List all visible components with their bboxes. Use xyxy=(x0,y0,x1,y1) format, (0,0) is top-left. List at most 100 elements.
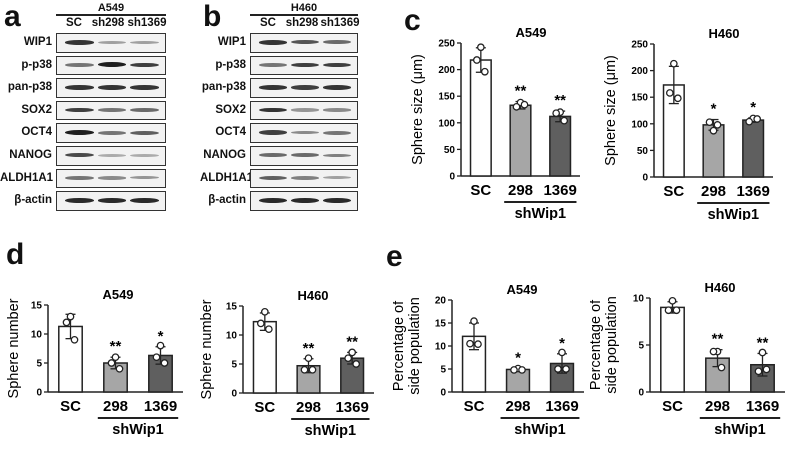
blot-band xyxy=(291,62,319,68)
data-point xyxy=(256,319,265,328)
panel-letter-d: d xyxy=(6,238,25,271)
chart-title: A549 xyxy=(102,287,133,302)
chart-title: A549 xyxy=(515,25,546,40)
blot-band xyxy=(130,198,159,203)
blot-band xyxy=(259,107,287,113)
panel-letter-c: c xyxy=(404,4,421,37)
x-tick-label: 1369 xyxy=(746,398,779,415)
data-point xyxy=(758,348,767,357)
blot-row-label: SOX2 xyxy=(21,103,52,116)
blot-band xyxy=(65,130,94,136)
data-point xyxy=(745,117,754,126)
blot-row-label: SOX2 xyxy=(215,103,246,116)
blot-band xyxy=(97,85,127,90)
blot-band xyxy=(259,153,287,158)
x-tick-label: 298 xyxy=(508,182,533,199)
lane-label: SC xyxy=(260,17,276,29)
blot-row-label: pan-p38 xyxy=(7,81,52,94)
y-axis-label: Sphere number xyxy=(6,298,22,398)
blot-band xyxy=(65,40,94,45)
data-point xyxy=(115,364,124,373)
panel-letter-e: e xyxy=(386,240,403,273)
data-point xyxy=(304,354,313,363)
data-point xyxy=(713,121,722,129)
data-point xyxy=(66,312,75,321)
data-point xyxy=(554,365,562,373)
blot-row-label: WIP1 xyxy=(23,36,52,48)
blot-strip xyxy=(250,168,358,189)
y-tick-label: 10 xyxy=(435,342,447,353)
y-tick-label: 5 xyxy=(231,360,237,371)
western-blot-a549: A549 SC sh298 sh1369 WIP1 p-p38 pan-p38 SOX… xyxy=(0,0,170,211)
y-tick-label: 0 xyxy=(231,389,237,400)
data-point xyxy=(308,365,317,374)
chart-sphere-number-a549: A549 Sphere number 0 5 10 15 SC ** 298 * 1369 shWip… xyxy=(6,287,183,438)
data-point xyxy=(668,296,677,305)
blot-strip xyxy=(250,123,358,143)
y-tick-label: 200 xyxy=(631,66,648,77)
chart-sphere-size-h460: H460 Sphere size (μm) 0 50 100 150 200 250 SC * 29… xyxy=(603,26,773,220)
blot-header-line xyxy=(250,14,358,16)
y-tick-label: 0 xyxy=(36,388,42,399)
significance-marker: ** xyxy=(712,331,724,348)
blot-strip xyxy=(56,78,166,98)
y-tick-label: 0 xyxy=(638,388,644,399)
blot-row-label: p-p38 xyxy=(215,58,246,71)
y-axis-label: Sphere size (μm) xyxy=(603,55,619,166)
blot-band xyxy=(130,176,159,180)
data-point xyxy=(673,94,682,103)
chart-side-population-a549: A549 Percentage of side population 0 5 10 15 20… xyxy=(393,282,584,438)
blot-band xyxy=(323,85,351,90)
x-tick-label: 1369 xyxy=(335,399,368,416)
blot-row-label: ALDH1A1 xyxy=(200,171,254,184)
lane-label: sh1369 xyxy=(320,17,360,29)
blot-band xyxy=(97,108,127,112)
blot-cell-line-title: A549 xyxy=(97,2,125,14)
lane-label: sh1369 xyxy=(127,17,167,29)
blot-strip xyxy=(56,168,166,189)
significance-marker: ** xyxy=(554,92,566,109)
data-point xyxy=(709,126,718,135)
data-point xyxy=(352,360,361,368)
data-point xyxy=(70,335,79,344)
bar xyxy=(660,306,685,393)
blot-band xyxy=(291,40,319,45)
y-axis-label: Sphere number xyxy=(199,299,215,399)
significance-marker: * xyxy=(559,335,565,352)
blot-band xyxy=(130,62,159,68)
y-tick-label: 150 xyxy=(631,93,648,104)
data-point xyxy=(480,67,489,76)
blot-band xyxy=(130,85,159,90)
y-tick-label: 100 xyxy=(438,118,455,129)
blot-row-label: ALDH1A1 xyxy=(0,171,54,184)
chart-title: H460 xyxy=(708,26,739,41)
y-tick-label: 5 xyxy=(36,359,42,370)
x-tick-label: SC xyxy=(254,399,275,416)
y-tick-label: 20 xyxy=(435,296,447,307)
lane-label: sh298 xyxy=(285,17,319,29)
x-tick-label: 1369 xyxy=(545,398,578,415)
blot-band xyxy=(291,131,319,135)
blot-strip xyxy=(56,100,166,121)
data-point xyxy=(753,115,762,123)
y-tick-label: 150 xyxy=(438,92,455,103)
y-tick-label: 50 xyxy=(637,146,649,157)
blot-band xyxy=(65,107,94,113)
chart-title: A549 xyxy=(506,282,537,297)
blot-strip xyxy=(250,100,358,121)
blot-row-label: NANOG xyxy=(203,149,246,161)
y-axis-label: Percentage of xyxy=(590,299,604,390)
data-point xyxy=(300,365,309,374)
y-tick-label: 15 xyxy=(31,301,43,312)
blot-band xyxy=(97,62,127,68)
y-axis-label: Percentage of xyxy=(393,300,407,391)
y-tick-label: 0 xyxy=(440,388,446,399)
blot-band xyxy=(97,40,127,44)
blot-band xyxy=(130,40,159,44)
chart-side-population-h460: H460 Percentage of side population 0 5 10 SC **… xyxy=(590,280,785,438)
y-tick-label: 100 xyxy=(631,119,648,130)
data-point xyxy=(762,365,771,374)
panel-letter-b: b xyxy=(203,0,222,33)
data-point xyxy=(562,365,570,373)
blot-band xyxy=(291,108,319,112)
